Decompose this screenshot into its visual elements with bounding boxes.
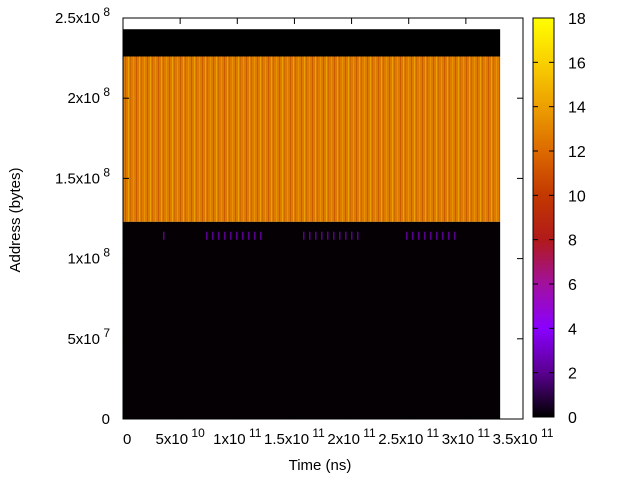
x-tick-label: 5x10 10: [156, 426, 206, 448]
x-tick-label: 3.5x10 11: [493, 426, 554, 448]
heatmap-cell-speck: [260, 231, 262, 240]
heatmap-cell-speck: [424, 231, 426, 240]
heatmap-cell-speck: [303, 231, 305, 240]
colorbar-tick-label: 6: [568, 277, 577, 294]
heatmap-region-0: [123, 221, 501, 419]
colorbar-tick-label: 18: [568, 11, 586, 28]
heatmap-cell-speck: [436, 231, 438, 240]
y-axis-label: Address (bytes): [7, 167, 24, 272]
x-tick-label: 1x10 11: [213, 426, 262, 448]
x-tick-label: 3x10 11: [442, 426, 491, 448]
colorbar-tick-label: 16: [568, 55, 586, 72]
heatmap-cell-speck: [442, 231, 444, 240]
colorbar-tick-label: 12: [568, 144, 586, 161]
heatmap-cell-speck: [454, 231, 456, 240]
heatmap-cell-speck: [212, 231, 214, 240]
heatmap-cell-speck: [357, 231, 359, 240]
heatmap-cell-speck: [448, 231, 450, 240]
heatmap-region-1: [123, 56, 501, 222]
heatmap-cell-speck: [418, 231, 420, 240]
colorbar-tick-label: 10: [568, 188, 586, 205]
heatmap-cell-speck: [230, 231, 232, 240]
colorbar-tick-label: 8: [568, 233, 577, 250]
heatmap-cell-speck: [218, 231, 220, 240]
heatmap-cell-speck: [406, 231, 408, 240]
axes: 0 5x10 10 1x10 11 1.5x10 11 2x10 11 2.5x10 11…: [55, 5, 554, 448]
heatmap-cell-speck: [339, 231, 341, 240]
colorbar-tick-label: 14: [568, 100, 586, 117]
heatmap-cell-speck: [315, 231, 317, 240]
heatmap-cell-speck: [430, 231, 432, 240]
heatmap-cell-speck: [309, 231, 311, 240]
heatmap-cell-speck: [254, 231, 256, 240]
heatmap-cell-speck: [412, 231, 414, 240]
heatmap-cell-speck: [242, 231, 244, 240]
colorbar: 0 2 4 6 8 10 12 14 16 18: [532, 11, 586, 427]
x-tick-label: 0: [123, 431, 131, 448]
heatmap-cell-speck: [345, 231, 347, 240]
heatmap-cell-speck: [206, 231, 208, 240]
colorbar-tick-label: 2: [568, 366, 577, 383]
heatmap-cell-speck: [327, 231, 329, 240]
plot-frame: [122, 17, 524, 420]
heatmap-cell-speck: [333, 231, 335, 240]
heatmap-cell-speck: [321, 231, 323, 240]
heatmap-cell-speck: [224, 231, 226, 240]
y-tick-label: 5x10 7: [67, 326, 110, 348]
y-tick-label: 0: [102, 411, 110, 428]
x-tick-label: 2x10 11: [327, 426, 376, 448]
y-tick-label: 1.5x10 8: [55, 165, 110, 187]
heatmap-cell-speck: [351, 231, 353, 240]
y-tick-label: 2x10 8: [67, 85, 110, 107]
y-tick-label: 1x10 8: [67, 246, 110, 268]
heatmap-region-2: [123, 29, 501, 57]
x-tick-label: 2.5x10 11: [378, 426, 439, 448]
heatmap-cell-speck: [248, 231, 250, 240]
x-axis-label: Time (ns): [289, 457, 352, 474]
colorbar-tick-label: 0: [568, 410, 577, 427]
heatmap-cell-speck: [236, 231, 238, 240]
heatmap-cell-speck: [163, 231, 165, 240]
colorbar-gradient: [532, 17, 555, 418]
y-tick-label: 2.5x10 8: [55, 5, 110, 27]
x-tick-label: 1.5x10 11: [264, 426, 325, 448]
colorbar-tick-label: 4: [568, 321, 577, 338]
plot-area: [123, 29, 501, 419]
